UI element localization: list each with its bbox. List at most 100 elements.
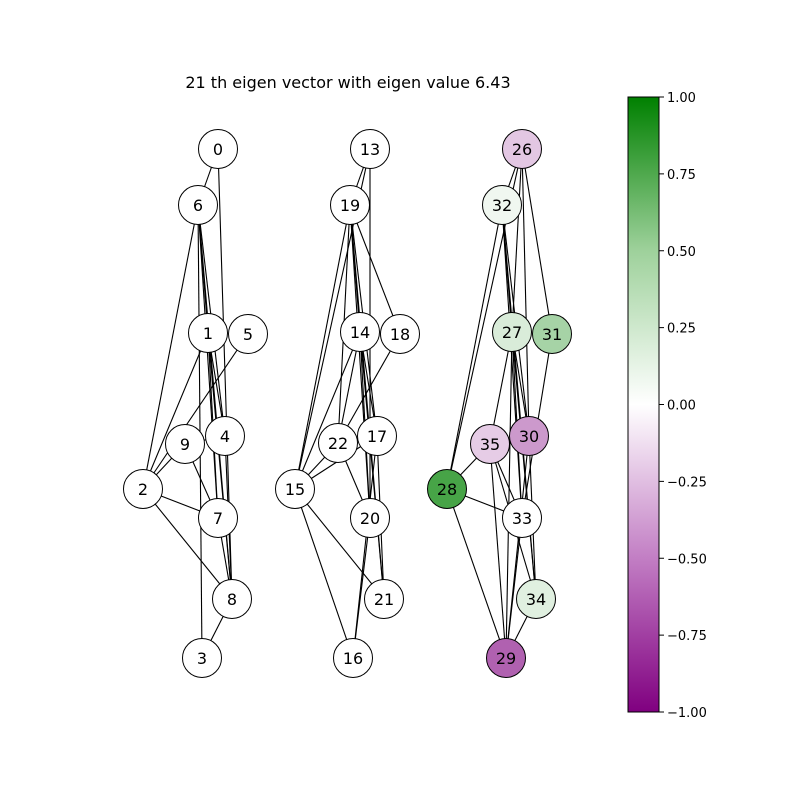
colorbar-tick-label: −0.50 [667,552,707,567]
node-circle [228,314,268,354]
node-circle [205,416,245,456]
node-circle [502,498,542,538]
node-label: 6 [193,196,203,215]
node-label: 16 [343,649,363,668]
edge-18-22 [337,333,401,444]
node-21: 21 [364,579,404,619]
node-circle [178,185,218,225]
edge-27-34 [511,331,537,600]
graph-edges [142,148,553,659]
node-label: 15 [285,480,305,499]
node-circle [470,424,510,464]
node-2: 2 [123,469,163,509]
edge-35-29 [489,443,507,659]
edge-6-2 [142,204,199,490]
node-circle [123,469,163,509]
node-label: 3 [197,649,207,668]
node-circle [350,498,390,538]
edge-15-21 [294,488,385,600]
node-circle [318,423,358,463]
edge-32-28 [446,204,503,490]
node-28: 28 [427,469,467,509]
node-label: 0 [213,140,223,159]
node-3: 3 [182,638,222,678]
node-8: 8 [212,579,252,619]
node-label: 28 [437,480,457,499]
node-13: 13 [350,129,390,169]
node-circle [502,129,542,169]
node-label: 34 [526,590,546,609]
node-33: 33 [502,498,542,538]
node-14: 14 [340,312,380,352]
node-1: 1 [188,313,228,353]
node-circle [330,185,370,225]
node-4: 4 [205,416,245,456]
node-label: 4 [220,427,230,446]
node-label: 9 [180,435,190,454]
edge-26-31 [521,148,553,335]
node-17: 17 [357,416,397,456]
node-circle [340,312,380,352]
node-32: 32 [482,185,522,225]
node-15: 15 [275,469,315,509]
colorbar-tick-label: 0.25 [667,322,696,337]
node-6: 6 [178,185,218,225]
node-30: 30 [509,416,549,456]
node-5: 5 [228,314,268,354]
node-27: 27 [492,312,532,352]
node-22: 22 [318,423,358,463]
node-16: 16 [333,638,373,678]
edge-1-2 [142,332,209,490]
node-circle [516,579,556,619]
edge-5-2 [142,333,249,490]
edge-15-16 [294,488,354,659]
node-circle [182,638,222,678]
node-circle [509,416,549,456]
node-label: 17 [367,427,387,446]
colorbar-gradient [627,96,660,713]
edge-2-8 [142,488,233,600]
node-18: 18 [380,314,420,354]
node-circle [212,579,252,619]
node-circle [275,469,315,509]
edge-33-29 [505,517,523,659]
node-label: 27 [502,323,522,342]
node-19: 19 [330,185,370,225]
edge-20-16 [352,517,371,659]
node-9: 9 [165,424,205,464]
colorbar-tick-label: 0.50 [667,245,696,260]
node-label: 29 [496,649,516,668]
edge-28-29 [446,488,507,659]
node-34: 34 [516,579,556,619]
edge-19-18 [349,204,401,335]
node-label: 2 [138,480,148,499]
edge-27-29 [505,331,513,659]
edge-26-30 [521,148,530,437]
colorbar-tick-label: −1.00 [667,706,707,721]
node-circle [427,469,467,509]
node-circle [486,638,526,678]
node-circle [532,314,572,354]
node-circle [492,312,532,352]
node-31: 31 [532,314,572,354]
colorbar-tick-label: 1.00 [667,91,696,106]
node-circle [165,424,205,464]
node-label: 31 [542,325,562,344]
node-label: 19 [340,196,360,215]
node-label: 33 [512,509,532,528]
node-0: 0 [198,129,238,169]
node-circle [380,314,420,354]
edge-1-8 [207,332,233,600]
node-circle [364,579,404,619]
node-label: 1 [203,324,213,343]
colorbar-tick-label: 0.00 [667,399,696,414]
node-20: 20 [350,498,390,538]
node-circle [188,313,228,353]
edge-19-15 [294,204,351,490]
node-label: 5 [243,325,253,344]
node-label: 14 [350,323,370,342]
node-label: 35 [480,435,500,454]
colorbar-tick-label: 0.75 [667,168,696,183]
node-label: 20 [360,509,380,528]
